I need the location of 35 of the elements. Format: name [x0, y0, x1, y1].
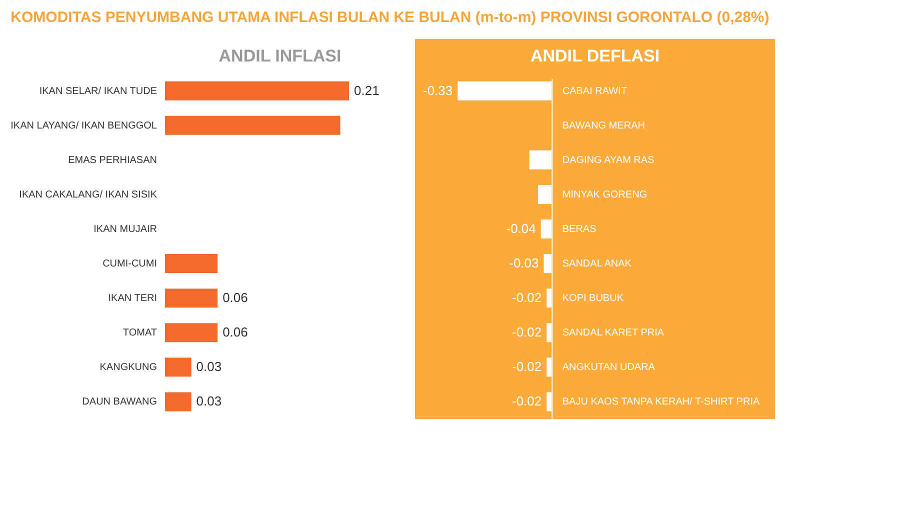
data-label: -0.02: [512, 394, 542, 409]
text: KOMODITAS PENYUMBANG UTAMA INFLASI BULAN KE BULAN (m-to-m) PROVINSI GORONTALO (0,28%): [10, 9, 770, 26]
y-tick-label: IKAN SELAR/ IKAN TUDE: [39, 86, 158, 97]
chart-subtitle: ANDIL INFLASI: [218, 46, 342, 66]
y-tick-label: KANGKUNG: [100, 362, 158, 374]
data-label: 0.21: [354, 82, 380, 98]
data-label: 0.06: [222, 290, 248, 306]
y-tick-label: IKAN MUJAIR: [94, 224, 157, 235]
data-label: 0.06: [222, 324, 248, 340]
y-tick-label: BERAS: [562, 224, 597, 235]
data-label: -0.33: [422, 82, 453, 98]
data-label: -0.04: [506, 221, 536, 236]
y-tick-label: IKAN LAYANG/ IKAN BENGGOL: [10, 120, 158, 132]
y-tick-label: CUMI-CUMI: [102, 258, 157, 270]
y-tick-label: BAJU KAOS TANPA KERAH/ T-SHIRT PRIA: [562, 396, 760, 408]
y-tick-label: ANGKUTAN UDARA: [562, 362, 656, 374]
y-tick-label: IKAN CAKALANG/ IKAN SISIK: [19, 189, 158, 200]
data-label: -0.02: [512, 359, 542, 374]
y-tick-label: EMAS PERHIASAN: [68, 154, 157, 166]
y-tick-label: DAGING AYAM RAS: [562, 154, 655, 166]
y-tick-label: SANDAL KARET PRIA: [562, 328, 664, 339]
data-label: -0.02: [512, 324, 542, 340]
data-label: 0.03: [196, 359, 222, 374]
y-tick-label: SANDAL ANAK: [562, 258, 632, 270]
y-tick-label: IKAN TERI: [108, 293, 157, 304]
y-tick-label: MINYAK GORENG: [562, 189, 648, 200]
y-tick-label: KOPI BUBUK: [562, 293, 624, 304]
y-tick-label: CABAI RAWIT: [562, 86, 628, 97]
data-label: -0.03: [509, 256, 539, 271]
data-label: -0.02: [512, 290, 542, 306]
y-tick-label: DAUN BAWANG: [82, 396, 158, 408]
y-tick-label: TOMAT: [122, 328, 157, 339]
text: ANDIL DEFLASI: [530, 46, 660, 66]
data-label: 0.03: [196, 394, 222, 409]
y-tick-label: BAWANG MERAH: [562, 120, 645, 132]
